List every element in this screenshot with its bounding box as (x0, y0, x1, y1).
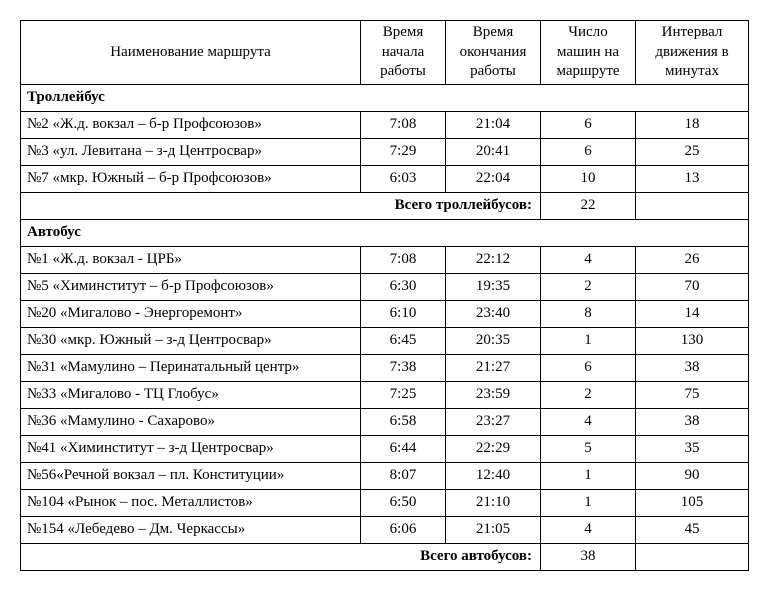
table-row: №41 «Химинститут – з-д Центросвар»6:4422… (21, 435, 749, 462)
cell-route: №2 «Ж.д. вокзал – б-р Профсоюзов» (21, 111, 361, 138)
cell-end: 23:27 (446, 408, 541, 435)
cell-end: 20:41 (446, 138, 541, 165)
cell-route: №30 «мкр. Южный – з-д Центросвар» (21, 327, 361, 354)
cell-count: 4 (541, 408, 636, 435)
table-row: №31 «Мамулино – Перинатальный центр»7:38… (21, 354, 749, 381)
cell-route: №56«Речной вокзал – пл. Конституции» (21, 462, 361, 489)
cell-end: 21:27 (446, 354, 541, 381)
table-header: Наименование маршрута Время начала работ… (21, 21, 749, 85)
col-route: Наименование маршрута (21, 21, 361, 85)
cell-route: №36 «Мамулино - Сахарово» (21, 408, 361, 435)
table-row: №1 «Ж.д. вокзал - ЦРБ»7:0822:12426 (21, 246, 749, 273)
section-header: Троллейбус (21, 84, 749, 111)
cell-start: 6:03 (361, 165, 446, 192)
col-end: Время окончания работы (446, 21, 541, 85)
table-row: №56«Речной вокзал – пл. Конституции»8:07… (21, 462, 749, 489)
cell-end: 22:12 (446, 246, 541, 273)
cell-count: 6 (541, 138, 636, 165)
cell-route: №3 «ул. Левитана – з-д Центросвар» (21, 138, 361, 165)
table-row: №154 «Лебедево – Дм. Черкассы»6:0621:054… (21, 516, 749, 543)
cell-interval: 35 (636, 435, 749, 462)
cell-end: 23:40 (446, 300, 541, 327)
cell-route: №5 «Химинститут – б-р Профсоюзов» (21, 273, 361, 300)
cell-route: №20 «Мигалово - Энергоремонт» (21, 300, 361, 327)
col-count: Число машин на маршруте (541, 21, 636, 85)
cell-interval: 18 (636, 111, 749, 138)
cell-count: 1 (541, 462, 636, 489)
cell-route: №1 «Ж.д. вокзал - ЦРБ» (21, 246, 361, 273)
cell-interval: 26 (636, 246, 749, 273)
cell-start: 7:08 (361, 246, 446, 273)
cell-count: 4 (541, 246, 636, 273)
cell-count: 10 (541, 165, 636, 192)
cell-count: 5 (541, 435, 636, 462)
cell-start: 6:30 (361, 273, 446, 300)
cell-end: 19:35 (446, 273, 541, 300)
table-row: №2 «Ж.д. вокзал – б-р Профсоюзов»7:0821:… (21, 111, 749, 138)
cell-count: 1 (541, 327, 636, 354)
total-value: 22 (541, 192, 636, 219)
table-row: №33 «Мигалово - ТЦ Глобус»7:2523:59275 (21, 381, 749, 408)
cell-interval: 75 (636, 381, 749, 408)
cell-start: 6:10 (361, 300, 446, 327)
cell-start: 7:29 (361, 138, 446, 165)
table-body: Троллейбус№2 «Ж.д. вокзал – б-р Профсоюз… (21, 84, 749, 570)
table-row: №20 «Мигалово - Энергоремонт»6:1023:4081… (21, 300, 749, 327)
cell-start: 7:08 (361, 111, 446, 138)
cell-end: 12:40 (446, 462, 541, 489)
cell-start: 6:58 (361, 408, 446, 435)
cell-route: №7 «мкр. Южный – б-р Профсоюзов» (21, 165, 361, 192)
total-value: 38 (541, 543, 636, 570)
cell-interval: 14 (636, 300, 749, 327)
cell-interval: 130 (636, 327, 749, 354)
cell-start: 6:06 (361, 516, 446, 543)
table-row: №30 «мкр. Южный – з-д Центросвар»6:4520:… (21, 327, 749, 354)
cell-end: 21:05 (446, 516, 541, 543)
section-header: Автобус (21, 219, 749, 246)
cell-interval: 13 (636, 165, 749, 192)
cell-count: 4 (541, 516, 636, 543)
cell-end: 22:29 (446, 435, 541, 462)
col-start: Время начала работы (361, 21, 446, 85)
cell-count: 6 (541, 111, 636, 138)
cell-start: 6:44 (361, 435, 446, 462)
cell-route: №154 «Лебедево – Дм. Черкассы» (21, 516, 361, 543)
cell-interval: 25 (636, 138, 749, 165)
cell-count: 8 (541, 300, 636, 327)
cell-start: 7:38 (361, 354, 446, 381)
cell-start: 8:07 (361, 462, 446, 489)
cell-end: 23:59 (446, 381, 541, 408)
total-label: Всего троллейбусов: (21, 192, 541, 219)
cell-interval: 45 (636, 516, 749, 543)
section-title: Автобус (21, 219, 749, 246)
cell-route: №31 «Мамулино – Перинатальный центр» (21, 354, 361, 381)
section-total-row: Всего троллейбусов:22 (21, 192, 749, 219)
section-title: Троллейбус (21, 84, 749, 111)
cell-interval: 38 (636, 354, 749, 381)
schedule-table: Наименование маршрута Время начала работ… (20, 20, 749, 571)
cell-end: 21:04 (446, 111, 541, 138)
cell-route: №41 «Химинститут – з-д Центросвар» (21, 435, 361, 462)
cell-count: 2 (541, 273, 636, 300)
total-blank (636, 192, 749, 219)
cell-route: №33 «Мигалово - ТЦ Глобус» (21, 381, 361, 408)
cell-end: 20:35 (446, 327, 541, 354)
cell-interval: 38 (636, 408, 749, 435)
cell-interval: 90 (636, 462, 749, 489)
total-blank (636, 543, 749, 570)
cell-start: 7:25 (361, 381, 446, 408)
col-interval: Интервал движения в минутах (636, 21, 749, 85)
total-label: Всего автобусов: (21, 543, 541, 570)
cell-end: 22:04 (446, 165, 541, 192)
cell-start: 6:45 (361, 327, 446, 354)
table-row: №7 «мкр. Южный – б-р Профсоюзов»6:0322:0… (21, 165, 749, 192)
table-row: №36 «Мамулино - Сахарово»6:5823:27438 (21, 408, 749, 435)
cell-count: 6 (541, 354, 636, 381)
cell-interval: 70 (636, 273, 749, 300)
cell-count: 2 (541, 381, 636, 408)
table-row: №5 «Химинститут – б-р Профсоюзов»6:3019:… (21, 273, 749, 300)
table-row: №3 «ул. Левитана – з-д Центросвар»7:2920… (21, 138, 749, 165)
section-total-row: Всего автобусов:38 (21, 543, 749, 570)
